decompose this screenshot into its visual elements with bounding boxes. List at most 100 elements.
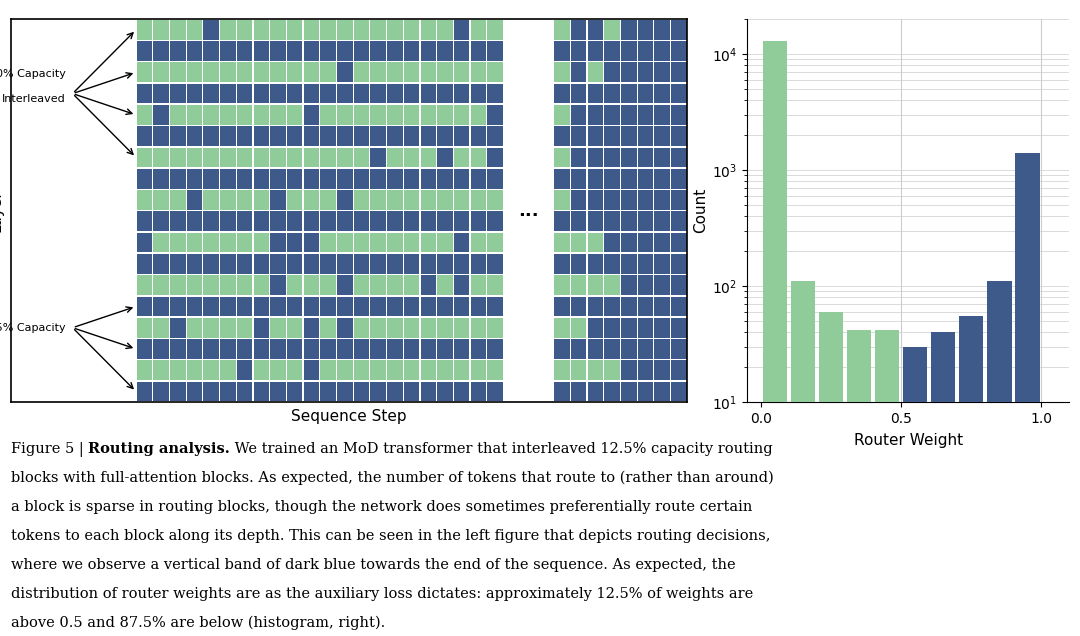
Bar: [137, 318, 152, 338]
Bar: [987, 281, 1012, 636]
Bar: [471, 254, 486, 273]
Bar: [303, 105, 320, 125]
Bar: [487, 254, 503, 273]
Bar: [571, 296, 586, 316]
Bar: [137, 20, 152, 39]
Bar: [454, 296, 470, 316]
Bar: [153, 254, 168, 273]
Bar: [487, 84, 503, 104]
Bar: [354, 84, 369, 104]
Bar: [637, 190, 653, 210]
Bar: [337, 190, 352, 210]
Bar: [671, 126, 687, 146]
Bar: [420, 126, 436, 146]
Text: blocks with full-attention blocks. As expected, the number of tokens that route : blocks with full-attention blocks. As ex…: [11, 471, 773, 485]
Bar: [270, 148, 286, 167]
Bar: [287, 190, 302, 210]
Bar: [187, 62, 202, 82]
Bar: [654, 382, 670, 401]
Bar: [321, 20, 336, 39]
Bar: [387, 211, 403, 231]
Bar: [671, 318, 687, 338]
Bar: [762, 41, 787, 636]
Bar: [420, 361, 436, 380]
Bar: [321, 275, 336, 295]
Bar: [420, 211, 436, 231]
Bar: [354, 275, 369, 295]
Bar: [437, 20, 453, 39]
Bar: [321, 148, 336, 167]
Bar: [471, 233, 486, 252]
Bar: [203, 361, 219, 380]
Bar: [487, 318, 503, 338]
Bar: [471, 20, 486, 39]
Bar: [170, 105, 186, 125]
Bar: [554, 211, 570, 231]
Bar: [270, 169, 286, 189]
Bar: [137, 382, 152, 401]
Bar: [605, 318, 620, 338]
Bar: [454, 84, 470, 104]
X-axis label: Router Weight: Router Weight: [853, 433, 962, 448]
Bar: [287, 211, 302, 231]
Bar: [354, 361, 369, 380]
Bar: [471, 211, 486, 231]
Bar: [487, 275, 503, 295]
Bar: [471, 339, 486, 359]
Bar: [588, 382, 603, 401]
Bar: [137, 126, 152, 146]
Text: tokens to each block along its depth. This can be seen in the left figure that d: tokens to each block along its depth. Th…: [11, 529, 770, 543]
Bar: [237, 275, 253, 295]
Bar: [270, 361, 286, 380]
Bar: [254, 382, 269, 401]
Bar: [588, 190, 603, 210]
Bar: [287, 361, 302, 380]
Bar: [370, 41, 386, 61]
Bar: [187, 41, 202, 61]
Bar: [454, 254, 470, 273]
Bar: [471, 382, 486, 401]
Bar: [370, 275, 386, 295]
Bar: [137, 84, 152, 104]
Bar: [287, 339, 302, 359]
Bar: [387, 318, 403, 338]
Bar: [170, 41, 186, 61]
Bar: [671, 382, 687, 401]
Bar: [571, 169, 586, 189]
Bar: [321, 41, 336, 61]
Bar: [370, 211, 386, 231]
Bar: [370, 169, 386, 189]
Bar: [337, 339, 352, 359]
Bar: [270, 339, 286, 359]
Bar: [137, 339, 152, 359]
Bar: [354, 169, 369, 189]
Bar: [420, 254, 436, 273]
Bar: [387, 148, 403, 167]
Bar: [370, 233, 386, 252]
Bar: [471, 361, 486, 380]
Bar: [303, 62, 320, 82]
Bar: [270, 62, 286, 82]
Bar: [237, 126, 253, 146]
Bar: [671, 41, 687, 61]
Y-axis label: Layer: Layer: [0, 190, 4, 232]
Bar: [454, 382, 470, 401]
Bar: [354, 318, 369, 338]
Bar: [437, 296, 453, 316]
Bar: [621, 169, 636, 189]
Bar: [354, 62, 369, 82]
Bar: [237, 62, 253, 82]
Bar: [637, 20, 653, 39]
Bar: [654, 254, 670, 273]
Bar: [437, 62, 453, 82]
Bar: [420, 62, 436, 82]
Bar: [588, 296, 603, 316]
Bar: [654, 318, 670, 338]
Bar: [303, 20, 320, 39]
Bar: [254, 126, 269, 146]
Bar: [671, 339, 687, 359]
Bar: [153, 361, 168, 380]
Bar: [203, 382, 219, 401]
Bar: [621, 41, 636, 61]
Bar: [287, 105, 302, 125]
